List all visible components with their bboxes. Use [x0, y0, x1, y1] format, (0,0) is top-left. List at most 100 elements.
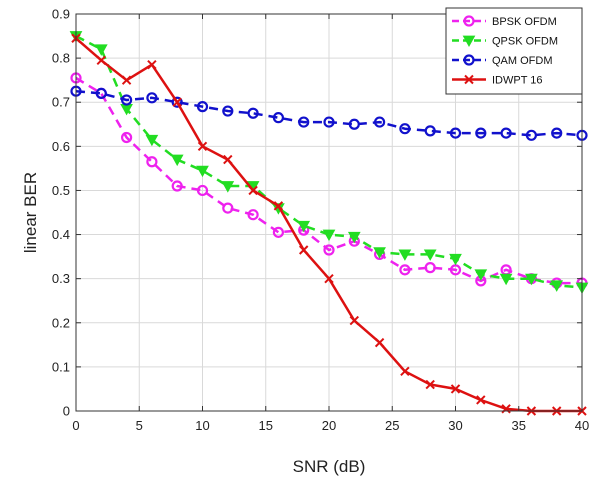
- legend-label: BPSK OFDM: [492, 16, 557, 28]
- legend-entry-qam-ofdm: QAM OFDM: [452, 54, 553, 67]
- data-point-qam-ofdm: [171, 96, 183, 108]
- series-line-bpsk-ofdm: [75, 76, 582, 285]
- x-tick-label: 40: [575, 418, 589, 433]
- data-point-qpsk-ofdm: [170, 154, 184, 167]
- y-tick-label: 0.3: [52, 271, 70, 286]
- data-point-idwpt-16: [324, 273, 334, 284]
- data-point-idwpt-16: [400, 366, 410, 377]
- data-point-qpsk-ofdm: [322, 229, 336, 242]
- legend: BPSK OFDM QPSK OFDM QAM OFDM IDWPT 16: [445, 7, 583, 95]
- data-point-qam-ofdm: [323, 116, 335, 128]
- data-point-bpsk-ofdm: [272, 226, 284, 238]
- x-tick-label: 15: [259, 418, 273, 433]
- data-point-bpsk-ofdm: [323, 244, 335, 256]
- series-line-qpsk-ofdm: [75, 34, 583, 289]
- data-point-qpsk-ofdm: [196, 165, 209, 178]
- data-point-idwpt-16: [298, 245, 309, 255]
- x-tick-label: 5: [136, 418, 143, 433]
- series-qam-ofdm: [70, 85, 588, 141]
- data-point-qpsk-ofdm: [373, 247, 386, 259]
- y-tick-label: 0.9: [52, 7, 70, 22]
- data-point-idwpt-16: [425, 379, 435, 390]
- series-line-qam-ofdm: [75, 89, 583, 137]
- y-tick-label: 0.4: [52, 227, 70, 242]
- y-tick-label: 0.5: [52, 183, 70, 198]
- data-point-idwpt-16: [96, 55, 107, 66]
- data-point-qam-ofdm: [298, 116, 310, 128]
- data-point-qam-ofdm: [120, 94, 133, 106]
- data-point-bpsk-ofdm: [120, 131, 133, 144]
- data-point-qam-ofdm: [475, 127, 487, 139]
- data-point-bpsk-ofdm: [424, 262, 436, 274]
- data-point-idwpt-16: [450, 384, 461, 394]
- data-point-qpsk-ofdm: [423, 249, 437, 261]
- data-point-bpsk-ofdm: [146, 156, 158, 168]
- y-tick-label: 0.1: [52, 359, 70, 374]
- y-tick-label: 0.2: [52, 315, 70, 330]
- y-tick-label: 0.8: [52, 51, 70, 66]
- data-point-qpsk-ofdm: [297, 220, 311, 233]
- data-point-bpsk-ofdm: [222, 202, 234, 214]
- legend-entry-bpsk-ofdm: BPSK OFDM: [452, 15, 557, 28]
- data-point-qam-ofdm: [424, 125, 436, 137]
- data-point-qpsk-ofdm: [525, 273, 538, 286]
- data-point-bpsk-ofdm: [171, 180, 183, 192]
- data-point-qam-ofdm: [222, 105, 234, 117]
- data-point-idwpt-16: [349, 315, 360, 326]
- data-point-bpsk-ofdm: [247, 209, 259, 221]
- data-point-qpsk-ofdm: [145, 134, 159, 147]
- x-tick-label: 20: [322, 418, 336, 433]
- data-point-idwpt-16: [197, 141, 208, 152]
- y-axis-label: linear BER: [21, 172, 40, 253]
- data-point-qam-ofdm: [146, 92, 158, 104]
- data-point-idwpt-16: [121, 75, 132, 85]
- data-point-bpsk-ofdm: [399, 264, 411, 276]
- x-axis-label: SNR (dB): [293, 457, 366, 476]
- y-tick-label: 0.6: [52, 139, 70, 154]
- data-point-qam-ofdm: [500, 127, 512, 139]
- data-point-idwpt-16: [223, 154, 233, 165]
- legend-marker: [462, 35, 476, 48]
- legend-label: QPSK OFDM: [492, 36, 558, 48]
- legend-marker: [464, 74, 474, 85]
- data-point-qam-ofdm: [272, 112, 284, 124]
- legend-entry-qpsk-ofdm: QPSK OFDM: [452, 36, 558, 48]
- legend-marker: [463, 15, 475, 27]
- legend-label: QAM OFDM: [492, 55, 553, 67]
- data-point-idwpt-16: [248, 185, 258, 196]
- data-point-qpsk-ofdm: [347, 231, 361, 244]
- data-point-idwpt-16: [172, 97, 182, 107]
- data-point-idwpt-16: [476, 395, 486, 405]
- data-point-qpsk-ofdm: [449, 253, 462, 266]
- axis-ticks: 0 5 10 15 20 25 30 35 40 0 0.1 0.2 0.3 0.4 0.5 0.6 0.7 0.…: [52, 7, 589, 434]
- data-point-qpsk-ofdm: [221, 181, 235, 193]
- data-point-qpsk-ofdm: [94, 44, 108, 56]
- y-tick-label: 0.7: [52, 95, 70, 110]
- legend-marker: [463, 54, 475, 66]
- data-point-qpsk-ofdm: [550, 280, 564, 292]
- data-point-bpsk-ofdm: [196, 184, 209, 197]
- legend-entry-idwpt-16: IDWPT 16: [452, 75, 543, 87]
- x-tick-label: 35: [512, 418, 526, 433]
- data-point-qpsk-ofdm: [474, 269, 488, 281]
- data-point-idwpt-16: [374, 337, 385, 348]
- series-layer: [69, 31, 589, 416]
- x-tick-label: 0: [72, 418, 79, 433]
- data-point-idwpt-16: [273, 201, 284, 211]
- data-point-qam-ofdm: [247, 107, 259, 119]
- legend-label: IDWPT 16: [492, 75, 543, 87]
- y-tick-label: 0: [63, 404, 70, 419]
- x-tick-label: 10: [195, 418, 209, 433]
- data-point-qam-ofdm: [525, 129, 538, 141]
- data-point-qam-ofdm: [551, 127, 563, 139]
- data-point-qam-ofdm: [196, 101, 209, 113]
- x-tick-label: 25: [385, 418, 399, 433]
- data-point-qam-ofdm: [374, 116, 386, 128]
- data-point-qam-ofdm: [449, 127, 462, 139]
- data-point-qpsk-ofdm: [499, 273, 513, 286]
- data-point-qam-ofdm: [399, 123, 411, 135]
- data-point-qam-ofdm: [348, 118, 360, 130]
- data-point-qpsk-ofdm: [398, 249, 412, 261]
- x-tick-label: 30: [448, 418, 462, 433]
